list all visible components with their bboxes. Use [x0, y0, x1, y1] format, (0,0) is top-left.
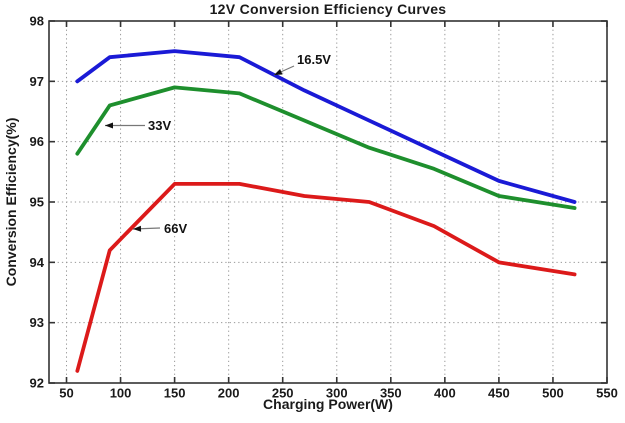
y-tick-label: 92 [30, 376, 44, 391]
series-line-66V [75, 181, 577, 373]
x-tick-label: 350 [380, 386, 402, 401]
y-tick-label: 96 [30, 134, 44, 149]
x-tick-label: 150 [164, 386, 186, 401]
y-tick-label: 95 [30, 195, 44, 210]
x-tick-label: 100 [110, 386, 132, 401]
x-tick-label: 500 [542, 386, 564, 401]
x-tick-label: 450 [488, 386, 510, 401]
y-tick-label: 94 [30, 255, 45, 270]
series-line-16.5V [75, 49, 577, 204]
x-tick-label: 550 [596, 386, 618, 401]
annotation-arrow-head-16.5V [274, 68, 283, 75]
y-axis-label: Conversion Efficiency(%) [3, 117, 19, 287]
series-line-33V [75, 85, 577, 210]
x-tick-label: 400 [434, 386, 456, 401]
annotation-label-66V: 66V [164, 221, 187, 236]
chart-title: 12V Conversion Efficiency Curves [209, 1, 447, 17]
annotation-arrow-head-33V [105, 122, 113, 129]
x-tick-label: 200 [218, 386, 240, 401]
x-tick-label: 250 [272, 386, 294, 401]
y-tick-label: 98 [30, 14, 44, 29]
x-axis-label: Charging Power(W) [263, 396, 393, 412]
annotation-label-33V: 33V [148, 118, 171, 133]
annotation-arrow-head-66V [133, 225, 142, 232]
x-tick-label: 50 [59, 386, 73, 401]
x-tick-label: 300 [326, 386, 348, 401]
annotation-label-16.5V: 16.5V [297, 52, 331, 67]
y-tick-label: 93 [30, 315, 44, 330]
y-tick-label: 97 [30, 74, 44, 89]
